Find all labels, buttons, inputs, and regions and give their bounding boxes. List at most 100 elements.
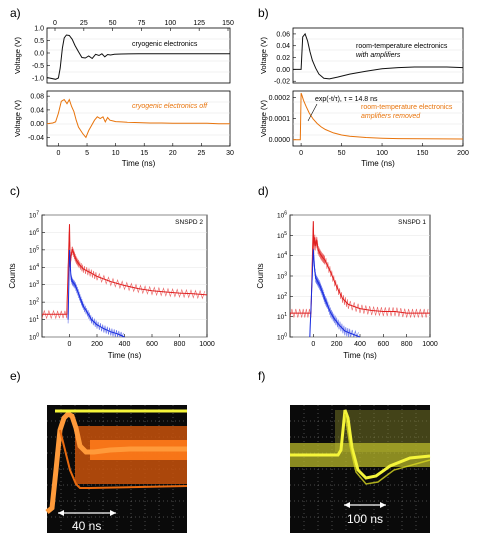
scope-e-arrowhead-right <box>110 510 116 516</box>
fit-pointer-line <box>307 103 318 122</box>
d-ytick-label: 102 <box>277 292 287 301</box>
a-top-series-line <box>46 34 230 80</box>
c-series-noise-red <box>41 227 205 320</box>
a-top-ytick-label: -1.0 <box>32 76 44 83</box>
scope-f-arrowhead-right <box>380 502 386 508</box>
panel-label-a: a) <box>10 6 21 20</box>
panel-label-e: e) <box>10 369 21 383</box>
c-ytick-label: 107 <box>29 211 39 220</box>
d-xtick-label: 800 <box>401 341 413 348</box>
b-bottom-ytick-label: 0.0000 <box>269 137 291 144</box>
a-bottom-xtick-label: 30 <box>226 150 234 157</box>
a-bottom-xtick-label: 20 <box>169 150 177 157</box>
annotation-b-bottom-line1: room-temperature electronics <box>361 104 453 111</box>
a-top-ylabel: Voltage (V) <box>13 36 22 74</box>
b-top-ytick-label: 0.00 <box>276 67 290 74</box>
scope-e-pulse <box>45 410 187 514</box>
d-xtick-label: 600 <box>377 341 389 348</box>
d-xlabel: Time (ns) <box>343 351 377 360</box>
scope-e: 40 ns <box>45 405 188 533</box>
a-top-xtick-top-label: 150 <box>222 20 234 27</box>
c-series-noise-blue <box>67 250 124 338</box>
d-ytick-label: 101 <box>277 312 287 321</box>
a-bottom-ytick-label: -0.04 <box>28 135 44 142</box>
c-ytick-label: 101 <box>29 315 39 324</box>
c-ytick-label: 103 <box>29 280 39 289</box>
c-ytick-label: 104 <box>29 263 39 272</box>
c-xtick-label: 200 <box>91 341 103 348</box>
annotation-a-bottom: cryogenic electronics off <box>132 103 208 110</box>
b-bottom-ytick-label: 0.0002 <box>269 95 291 102</box>
a-bottom-plot-frame <box>46 90 231 147</box>
c-xtick-label: 600 <box>146 341 158 348</box>
b-bottom-xtick-label: 150 <box>417 150 429 157</box>
c-xtick-label: 1000 <box>199 341 215 348</box>
b-bottom-xtick-label: 50 <box>338 150 346 157</box>
scope-e-pulse-2 <box>59 429 188 489</box>
c-ylabel: Counts <box>8 263 17 288</box>
annotation-b-top-line2: with amplifiers <box>356 52 401 59</box>
a-bottom-series-line <box>46 98 230 139</box>
d-ylabel: Counts <box>256 263 265 288</box>
d-ytick-label: 103 <box>277 272 287 281</box>
panel-label-c: c) <box>10 184 20 198</box>
b-bottom-series-line <box>293 92 464 141</box>
c-ytick-label: 102 <box>29 298 39 307</box>
panel-label-d: d) <box>258 184 269 198</box>
a-top-xtick-top-label: 50 <box>109 20 117 27</box>
d-annotation: SNSPD 1 <box>398 219 426 226</box>
a-top-xtick-top-label: 25 <box>80 20 88 27</box>
a-top-ytick-label: 0.0 <box>34 51 44 58</box>
a-bottom-xtick-label: 5 <box>85 150 89 157</box>
d-xtick-label: 1000 <box>422 341 438 348</box>
scope-f-arrowhead-left <box>344 502 350 508</box>
a-top-ytick-label: -0.5 <box>32 63 44 70</box>
b-top-plot-frame <box>292 27 464 84</box>
b-bottom-xtick-label: 200 <box>457 150 469 157</box>
scope-f-trace <box>290 409 431 480</box>
a-top-plot-frame <box>46 27 231 84</box>
a-top-xtick-top-label: 125 <box>193 20 205 27</box>
b-top-ytick-label: -0.02 <box>274 79 290 86</box>
a-top-xtick-top-label: 100 <box>164 20 176 27</box>
c-xtick-label: 0 <box>68 341 72 348</box>
scope-e-arrowhead-left <box>58 510 64 516</box>
a-bottom-ytick-label: 0.00 <box>30 121 44 128</box>
b-bottom-ytick-label: 0.0001 <box>269 116 291 123</box>
a-top-xtick-top-label: 75 <box>138 20 146 27</box>
d-ytick-label: 100 <box>277 333 287 342</box>
a-bottom-xtick-label: 10 <box>112 150 120 157</box>
annotation-b-top-line1: room-temperature electronics <box>356 43 448 50</box>
panel-label-f: f) <box>258 369 265 383</box>
c-annotation: SNSPD 2 <box>175 219 203 226</box>
a-bottom-xtick-label: 15 <box>140 150 148 157</box>
c-xtick-label: 400 <box>119 341 131 348</box>
d-ytick-label: 104 <box>277 251 287 260</box>
c-ytick-label: 105 <box>29 245 39 254</box>
b-top-ylabel: Voltage (V) <box>259 36 268 74</box>
panel-label-b: b) <box>258 6 269 20</box>
annotation-b-bottom-line2: amplifiers removed <box>361 113 421 120</box>
c-xlabel: Time (ns) <box>108 351 142 360</box>
b-top-series-line <box>293 32 464 80</box>
d-xtick-label: 400 <box>354 341 366 348</box>
annotation-a-top: cryogenic electronics <box>132 41 198 48</box>
b-bottom-xtick-label: 100 <box>376 150 388 157</box>
d-ytick-label: 105 <box>277 231 287 240</box>
b-top-ytick-label: 0.04 <box>276 43 290 50</box>
c-ytick-label: 106 <box>29 228 39 237</box>
fit-label-b-bottom: exp(-t/τ), τ = 14.8 ns <box>315 96 378 103</box>
c-ytick-label: 100 <box>29 333 39 342</box>
b-bottom-xlabel: Time (ns) <box>361 159 395 168</box>
c-plot-frame <box>41 214 208 338</box>
d-ytick-label: 106 <box>277 211 287 220</box>
chart-layer: 1.00.50.0-0.5-1.00 25 50 75 100 125 150Voltage… <box>8 20 469 360</box>
a-bottom-xtick-label: 25 <box>198 150 206 157</box>
b-top-ytick-label: 0.02 <box>276 55 290 62</box>
a-bottom-xtick-label: 0 <box>56 150 60 157</box>
b-bottom-xtick-label: 0 <box>299 150 303 157</box>
a-top-ytick-label: 1.0 <box>34 26 44 33</box>
b-bottom-ylabel: Voltage (V) <box>259 99 268 137</box>
d-xtick-label: 0 <box>311 341 315 348</box>
